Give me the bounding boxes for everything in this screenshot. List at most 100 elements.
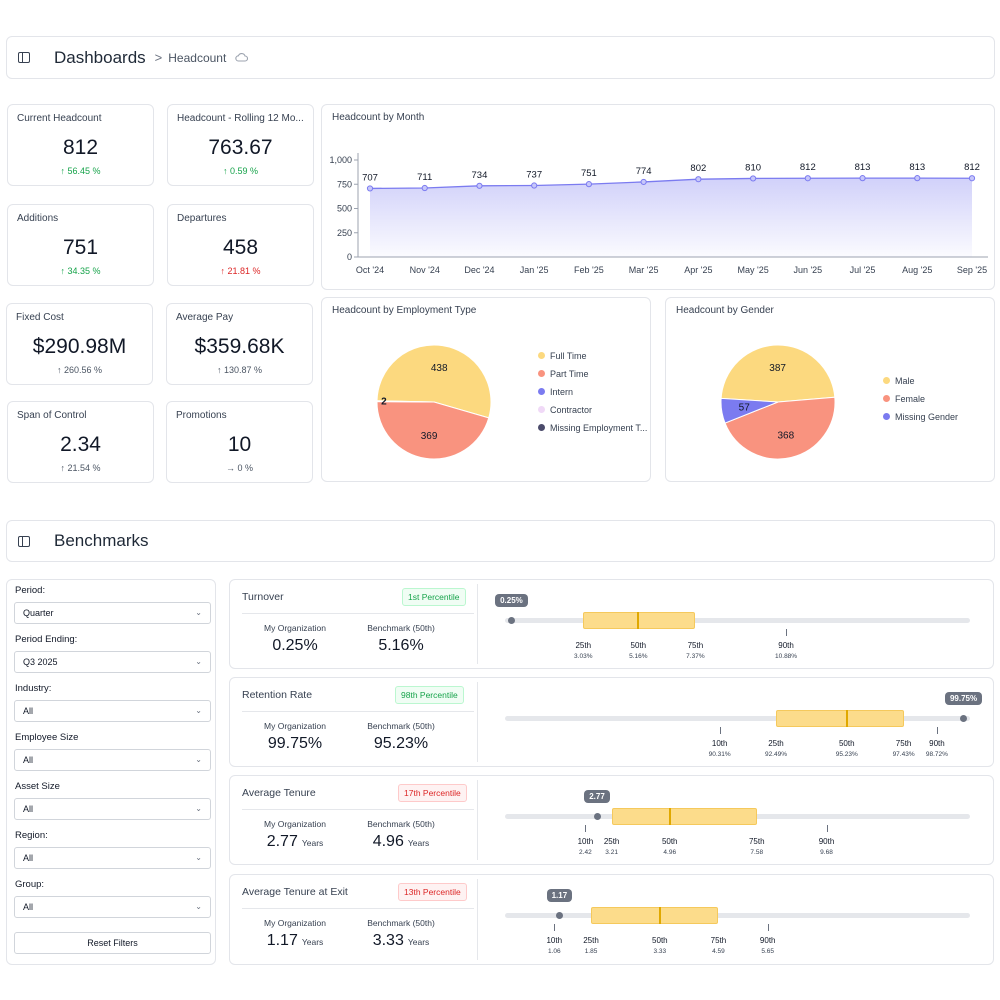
y-tick-label: 1,000 [329,155,352,165]
filter-label: Industry: [15,683,52,694]
divider [242,613,474,614]
legend-item[interactable]: Contractor [538,405,648,415]
benchmark-track [505,716,970,721]
filter-select[interactable]: All ⌄ [14,847,211,869]
legend-swatch [538,406,545,413]
percentile-value: 2.42 [579,849,592,856]
divider [477,682,478,762]
x-tick-label: May '25 [737,265,768,275]
filter-select[interactable]: All ⌄ [14,896,211,918]
kpi-span-of-control: Span of Control 2.34 ↑ 21.54 % [7,401,154,483]
x-tick-label: Jun '25 [793,265,822,275]
kpi-average-pay: Average Pay $359.68K ↑ 130.87 % [166,303,313,385]
data-point [804,175,811,182]
percentile-badge: 17th Percentile [398,784,467,802]
unit: Years [407,937,430,947]
percentile-value: 1.85 [584,948,598,955]
benchmark-track [505,618,970,623]
legend-label: Male [895,376,915,386]
kpi-label: Departures [177,213,227,224]
divider [242,809,474,810]
data-point [585,181,593,188]
my-org-bubble: 1.17 [546,889,573,902]
y-tick-label: 500 [337,204,352,214]
percentile-value: 4.96 [663,849,677,856]
slice-label: 438 [431,363,448,374]
iqr-box [591,907,719,924]
filter-select[interactable]: Q3 2025 ⌄ [14,651,211,673]
section-title: Benchmarks [54,531,149,550]
my-org-marker [555,912,563,919]
legend-label: Full Time [550,351,587,361]
legend-swatch [538,388,545,395]
filters-panel: Period: Quarter ⌄ Period Ending: Q3 2025 ⌄ Ind… [6,579,216,965]
percentile-label: 25th [575,641,592,650]
kpi-label: Additions [17,213,59,224]
filter-select[interactable]: All ⌄ [14,798,211,820]
legend-swatch [883,413,890,420]
percentile-tick [767,924,769,931]
unit: Years [407,838,430,848]
percentile-label: 10th [711,739,728,748]
data-point [968,175,976,182]
pie-slice [720,344,836,403]
benchmark-retention-rate: Retention Rate 98th Percentile My Organiza… [229,677,994,767]
y-tick-label: 750 [337,179,352,189]
legend-item[interactable]: Missing Employment T... [538,423,648,433]
kpi-current-headcount: Current Headcount 812 ↑ 56.45 % [7,104,154,186]
filter-label: Region: [15,830,48,841]
percentile-tick [786,629,788,636]
my-org-bubble: 0.25% [495,594,528,607]
legend-item[interactable]: Missing Gender [883,412,993,422]
filter-value: All [23,804,34,814]
divider [477,584,478,664]
data-point [531,182,538,189]
percentile-value: 92.49% [764,751,787,758]
my-org-bubble: 99.75% [944,692,983,705]
kpi-change: → 0 % [225,463,253,473]
headcount-by-month-panel: Headcount by Month 0 250 500 750 1,000 707 Oct… [321,104,995,290]
legend-item[interactable]: Part Time [538,369,648,379]
percentile-label: 75th [687,641,704,650]
sidebar-toggle-icon[interactable] [18,52,30,63]
sidebar-toggle-icon[interactable] [18,535,30,547]
data-point [476,182,483,189]
iqr-box [583,612,696,629]
legend-item[interactable]: Male [883,376,993,386]
kpi-label: Headcount - Rolling 12 Mo... [177,113,304,124]
legend-swatch [538,352,545,359]
percentile-value: 90.31% [708,751,731,758]
percentile-label: 50th [652,936,668,945]
legend-item[interactable]: Intern [538,387,648,397]
pie-slice [376,344,492,419]
percentile-label: 90th [778,641,794,650]
median-line [845,710,848,727]
legend-label: Missing Employment T... [550,423,648,433]
data-point [640,178,647,186]
kpi-label: Current Headcount [17,113,102,124]
x-tick-label: Apr '25 [684,265,712,275]
my-org-bubble: 2.77 [584,790,610,803]
legend-item[interactable]: Female [883,394,993,404]
percentile-value: 10.88% [775,653,798,660]
benchmark-value: 3.33 Years [372,932,430,949]
kpi-label: Average Pay [176,312,234,323]
kpi-label: Promotions [176,410,227,421]
chevron-down-icon: ⌄ [195,853,202,862]
breadcrumb-headcount[interactable]: Headcount [168,50,227,65]
filter-select[interactable]: Quarter ⌄ [14,602,211,624]
gender-pie: 387 368 57 [720,344,836,460]
filter-select[interactable]: All ⌄ [14,749,211,771]
x-tick-label: Feb '25 [574,265,604,275]
my-org-label: My Organization [264,721,326,731]
filter-select[interactable]: All ⌄ [14,700,211,722]
kpi-change: ↑ 21.81 % [220,266,261,276]
pie-slice [720,397,779,424]
benchmark-title: Retention Rate [242,689,313,701]
x-tick-label: Sep '25 [957,265,987,275]
chevron-down-icon: ⌄ [195,755,202,764]
reset-filters-button[interactable]: Reset Filters [14,932,211,954]
my-org-value: 1.17 Years [266,932,324,949]
legend-item[interactable]: Full Time [538,351,648,361]
data-label: 707 [362,172,378,183]
